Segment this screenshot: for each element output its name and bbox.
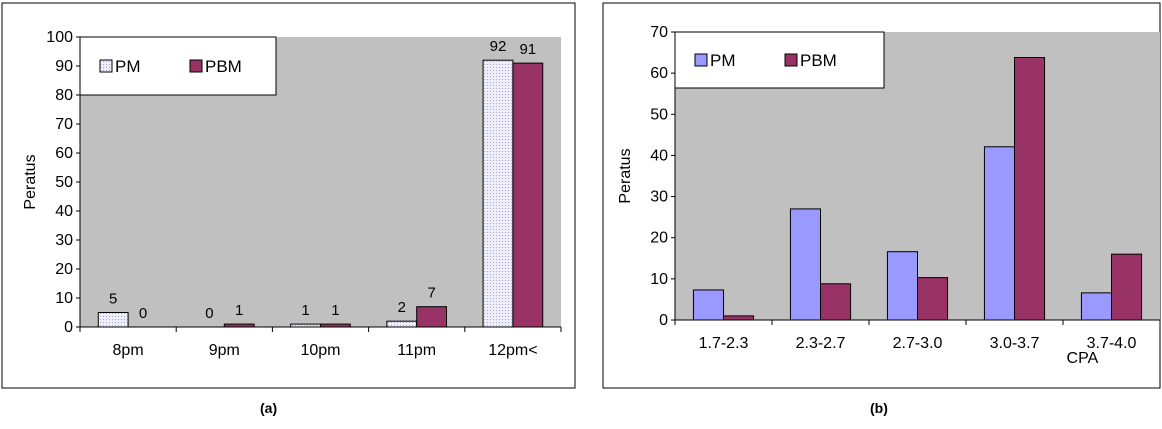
x-tick-label: 3.7-4.0 bbox=[1087, 335, 1137, 352]
y-tick-label: 80 bbox=[55, 87, 73, 104]
legend-label-pbm: PBM bbox=[800, 51, 837, 70]
x-tick-label: 1.7-2.3 bbox=[699, 335, 749, 352]
bar-pm-2.3-2.7 bbox=[789, 208, 821, 321]
caption-a: (a) bbox=[260, 400, 278, 416]
chart-b: PM PBM 0 10 20 30 40 50 60 70 Peratus 1.7-2.3 2.3-2.… bbox=[602, 2, 1161, 389]
bar-pbm-3.7-4.0 bbox=[1111, 253, 1143, 321]
y-tick-label: 30 bbox=[650, 189, 668, 206]
legend-swatch-pm bbox=[694, 53, 708, 67]
y-tick-label: 70 bbox=[55, 116, 73, 133]
y-tick-label: 0 bbox=[659, 312, 668, 329]
bar-pm-8pm bbox=[97, 312, 129, 328]
y-tick-label: 30 bbox=[55, 232, 73, 249]
bar-pbm-3.0-3.7 bbox=[1014, 57, 1046, 321]
legend-box bbox=[674, 31, 885, 89]
legend-swatch-pbm bbox=[784, 53, 798, 67]
bar-pm-1.7-2.3 bbox=[692, 289, 724, 321]
x-tick-label: 12pm< bbox=[488, 342, 537, 359]
bar-pbm-10pm bbox=[320, 323, 351, 328]
bar-pm-3.0-3.7 bbox=[983, 146, 1015, 321]
bar-pbm-11pm bbox=[416, 306, 448, 328]
caption-b: (b) bbox=[870, 400, 888, 416]
bar-pbm-12pm< bbox=[512, 62, 544, 328]
bar-pm-2.7-3.0 bbox=[886, 251, 918, 321]
data-label: 0 bbox=[139, 305, 147, 322]
y-tick-label: 40 bbox=[650, 147, 668, 164]
y-tick-label: 60 bbox=[55, 145, 73, 162]
legend-label-pm: PM bbox=[710, 51, 736, 70]
data-label: 7 bbox=[427, 285, 435, 302]
y-tick-label: 20 bbox=[55, 261, 73, 278]
bar-pbm-2.3-2.7 bbox=[820, 283, 852, 321]
bar-pm-12pm< bbox=[482, 59, 514, 328]
data-label: 1 bbox=[331, 302, 339, 319]
bar-pbm-2.7-3.0 bbox=[917, 277, 949, 321]
bar-pm-11pm bbox=[386, 320, 418, 328]
x-axis-title: CPA bbox=[1067, 350, 1099, 367]
y-tick-label: 10 bbox=[55, 290, 73, 307]
y-tick-label: 10 bbox=[650, 271, 668, 288]
legend-swatch-pbm bbox=[189, 59, 203, 73]
bar-pm-3.7-4.0 bbox=[1080, 292, 1113, 321]
y-tick-label: 70 bbox=[650, 24, 668, 41]
legend-label-pbm: PBM bbox=[205, 57, 242, 76]
y-tick-label: 20 bbox=[650, 230, 668, 247]
data-label: 0 bbox=[205, 305, 213, 322]
x-tick-label: 11pm bbox=[397, 342, 436, 359]
legend-box bbox=[79, 36, 277, 96]
y-tick-label: 90 bbox=[55, 58, 73, 75]
x-tick-label: 3.0-3.7 bbox=[990, 335, 1040, 352]
x-tick-label: 2.7-3.0 bbox=[893, 335, 943, 352]
y-tick-label: 0 bbox=[64, 319, 73, 336]
data-label: 2 bbox=[398, 299, 406, 316]
legend: PM PBM bbox=[79, 36, 277, 96]
y-axis-title: Peratus bbox=[617, 148, 634, 203]
bar-pm-10pm bbox=[290, 323, 322, 328]
data-label: 1 bbox=[235, 302, 243, 319]
y-tick-label: 50 bbox=[650, 106, 668, 123]
x-tick-label: 10pm bbox=[300, 342, 340, 359]
data-label: 1 bbox=[301, 302, 309, 319]
x-tick-label: 2.3-2.7 bbox=[796, 335, 846, 352]
y-tick-label: 40 bbox=[55, 203, 73, 220]
x-tick-label: 8pm bbox=[113, 342, 144, 359]
legend-swatch-pm bbox=[99, 59, 113, 73]
legend: PM PBM bbox=[674, 31, 885, 89]
data-label: 5 bbox=[109, 291, 117, 308]
data-label: 92 bbox=[490, 38, 507, 55]
y-tick-label: 100 bbox=[46, 29, 73, 46]
bar-pbm-9pm bbox=[223, 323, 255, 328]
x-tick-label: 9pm bbox=[209, 342, 240, 359]
y-axis-title: Peratus bbox=[22, 154, 39, 209]
y-tick-label: 60 bbox=[650, 65, 668, 82]
legend-label-pm: PM bbox=[115, 57, 141, 76]
bar-pbm-1.7-2.3 bbox=[723, 315, 755, 321]
y-tick-label: 50 bbox=[55, 174, 73, 191]
data-label: 91 bbox=[519, 41, 536, 58]
